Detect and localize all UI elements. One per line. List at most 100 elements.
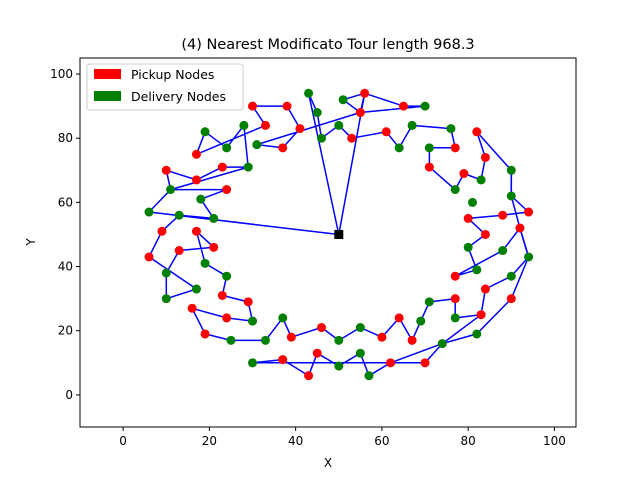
delivery-node	[161, 268, 171, 278]
pickup-node	[360, 88, 370, 98]
delivery-node	[498, 246, 508, 256]
y-axis: 0 20 40 60 80 100	[50, 67, 80, 402]
pickup-node	[157, 226, 167, 236]
legend-box	[86, 63, 244, 111]
delivery-node	[248, 358, 258, 368]
x-tick-label: 100	[543, 434, 566, 448]
pickup-node	[450, 294, 460, 304]
pickup-node	[480, 152, 490, 162]
depot-node	[334, 229, 344, 239]
pickup-node	[209, 242, 219, 252]
pickup-node	[463, 213, 473, 223]
chart-title: (4) Nearest Modificato Tour length 968.3	[181, 37, 474, 53]
pickup-node	[515, 223, 525, 233]
pickup-node	[191, 175, 201, 185]
legend-label-pickup: Pickup Nodes	[131, 67, 214, 82]
pickup-node	[304, 371, 314, 381]
pickup-node	[450, 271, 460, 281]
delivery-node	[312, 108, 322, 118]
legend-swatch-pickup	[94, 69, 121, 79]
pickup-node	[191, 149, 201, 159]
delivery-node	[248, 316, 258, 326]
pickup-node	[222, 313, 232, 323]
delivery-node	[420, 101, 430, 111]
pickup-node	[191, 226, 201, 236]
delivery-node	[338, 95, 348, 105]
pickup-node	[381, 127, 391, 137]
delivery-node	[506, 271, 516, 281]
pickup-node	[217, 290, 227, 300]
delivery-node	[506, 191, 516, 201]
pickup-node	[472, 127, 482, 137]
node-layer	[144, 88, 534, 381]
pickup-node	[217, 162, 227, 172]
y-axis-label: Y	[24, 238, 38, 247]
y-tick-label: 0	[65, 388, 73, 402]
delivery-node	[239, 120, 249, 130]
x-axis-label: X	[324, 456, 332, 470]
delivery-node	[196, 194, 206, 204]
delivery-node	[304, 88, 314, 98]
route-line-lower-2	[252, 314, 482, 364]
delivery-node	[222, 271, 232, 281]
delivery-node	[334, 361, 344, 371]
route-line-lower	[252, 170, 530, 377]
delivery-node	[467, 197, 477, 207]
delivery-node	[446, 124, 456, 134]
plot-area	[79, 57, 577, 428]
delivery-node	[424, 143, 434, 153]
delivery-node	[200, 258, 210, 268]
pickup-node	[398, 101, 408, 111]
delivery-node	[355, 323, 365, 333]
delivery-node	[260, 335, 270, 345]
x-tick-label: 60	[374, 434, 389, 448]
pickup-node	[420, 358, 430, 368]
pickup-node	[377, 332, 387, 342]
pickup-node	[248, 101, 258, 111]
pickup-node	[506, 294, 516, 304]
pickup-node	[278, 143, 288, 153]
pickup-node	[144, 252, 154, 262]
delivery-node	[407, 120, 417, 130]
delivery-node	[463, 242, 473, 252]
delivery-node	[252, 140, 262, 150]
x-tick-label: 40	[288, 434, 303, 448]
delivery-node	[200, 127, 210, 137]
pickup-node	[355, 108, 365, 118]
plot-frame	[79, 57, 577, 428]
delivery-node	[472, 329, 482, 339]
pickup-node	[480, 229, 490, 239]
pickup-node	[386, 358, 396, 368]
delivery-node	[437, 339, 447, 349]
y-tick-label: 100	[50, 67, 73, 81]
delivery-node	[524, 252, 534, 262]
delivery-node	[222, 143, 232, 153]
y-tick-label: 80	[58, 131, 73, 145]
delivery-node	[364, 371, 374, 381]
delivery-node	[209, 213, 219, 223]
legend: Pickup Nodes Delivery Nodes	[86, 63, 244, 111]
pickup-node	[498, 210, 508, 220]
legend-swatch-delivery	[94, 91, 121, 101]
delivery-node	[334, 120, 344, 130]
pickup-node	[394, 313, 404, 323]
delivery-node	[476, 175, 486, 185]
delivery-node	[161, 294, 171, 304]
pickup-node	[459, 169, 469, 179]
delivery-node	[243, 162, 253, 172]
delivery-node	[334, 335, 344, 345]
delivery-node	[278, 313, 288, 323]
pickup-node	[200, 329, 210, 339]
delivery-node	[166, 185, 176, 195]
pickup-node	[450, 143, 460, 153]
delivery-node	[416, 316, 426, 326]
delivery-node	[144, 207, 154, 217]
pickup-node	[282, 101, 292, 111]
delivery-node	[450, 185, 460, 195]
delivery-node	[424, 297, 434, 307]
delivery-node	[472, 265, 482, 275]
delivery-node	[191, 284, 201, 294]
pickup-node	[295, 124, 305, 134]
plot-background	[80, 58, 576, 427]
